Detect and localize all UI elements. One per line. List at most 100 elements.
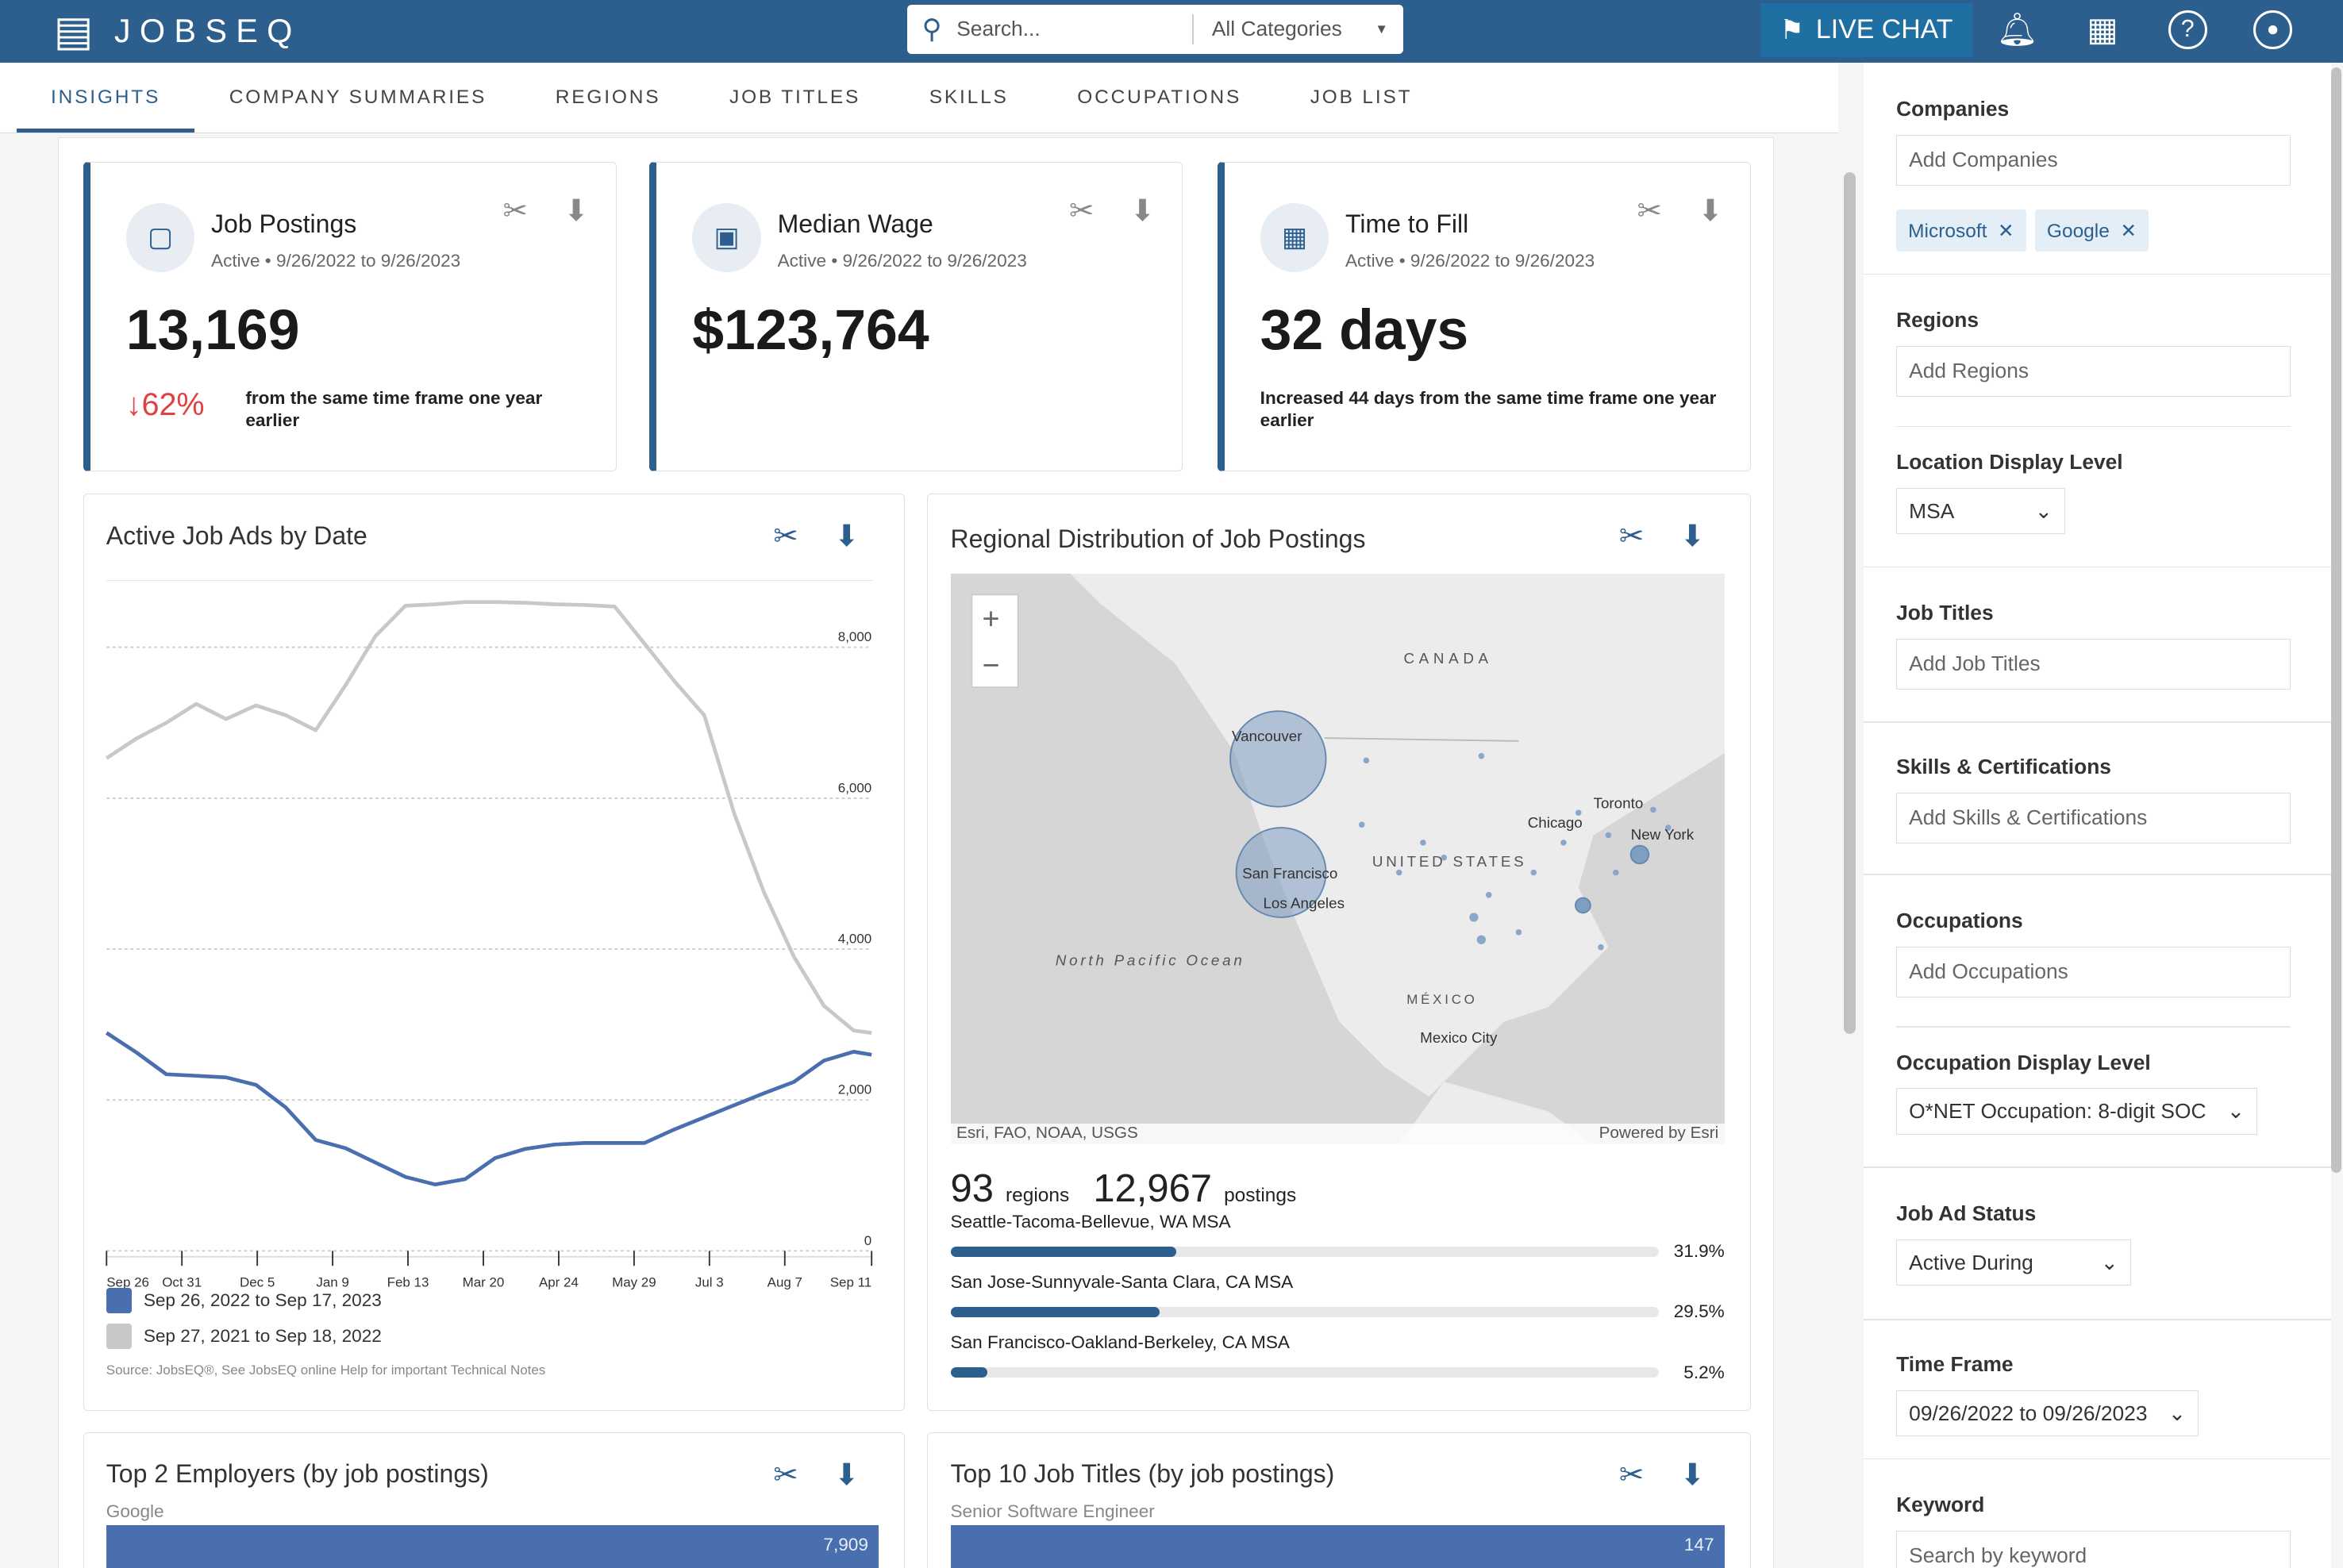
map-label: CANADA — [1403, 650, 1492, 667]
category-select[interactable]: All Categories — [1211, 17, 1342, 41]
live-chat-button[interactable]: ⚑ LIVE CHAT — [1760, 2, 1973, 57]
kpi-value: 32 days — [1260, 298, 1469, 362]
regions-count: 93 — [950, 1167, 994, 1211]
main-scrollbar[interactable] — [1844, 171, 1856, 1034]
remove-icon[interactable]: ✕ — [1992, 220, 2014, 242]
scissors-icon[interactable]: ✂ — [773, 1457, 798, 1491]
occupation-level-select[interactable]: O*NET Occupation: 8-digit SOC ⌄ — [1896, 1088, 2257, 1135]
tab-regions[interactable]: REGIONS — [555, 86, 661, 108]
download-icon[interactable]: ⬇ — [1679, 1457, 1706, 1491]
help-icon[interactable]: ? — [2168, 10, 2207, 50]
legend-item-prior: Sep 27, 2021 to Sep 18, 2022 — [106, 1324, 382, 1350]
jobseq-logo[interactable]: ▤ JOBSEQ — [54, 7, 302, 56]
download-icon[interactable]: ⬇ — [834, 519, 860, 553]
download-icon[interactable]: ⬇ — [1129, 193, 1156, 227]
tab-skills[interactable]: SKILLS — [929, 86, 1009, 108]
kpi-title: Time to Fill — [1345, 209, 1469, 238]
job-titles-input[interactable]: Add Job Titles — [1896, 638, 2291, 690]
region-row[interactable]: San Francisco-Oakland-Berkeley, CA MSA 5… — [950, 1332, 1725, 1393]
tab-job-list[interactable]: JOB LIST — [1310, 86, 1413, 108]
x-tick-label: Sep 11 — [829, 1274, 871, 1289]
map-label: UNITED STATES — [1372, 853, 1526, 870]
small-bubbles — [1358, 752, 1671, 951]
map-label: Toronto — [1593, 795, 1643, 812]
sidebar-scrollbar[interactable] — [2331, 67, 2342, 1173]
region-pct: 5.2% — [1683, 1362, 1725, 1382]
occupations-filter: Occupations Add Occupations — [1896, 909, 2291, 997]
legend-swatch — [106, 1324, 132, 1350]
download-icon[interactable]: ⬇ — [834, 1457, 860, 1491]
kpi-change: ↓62% — [125, 386, 205, 422]
map-attribution: Esri, FAO, NOAA, USGS Powered by Esri — [950, 1123, 1725, 1145]
occupations-input[interactable]: Add Occupations — [1896, 946, 2291, 997]
bubble-bay-area[interactable] — [1235, 827, 1326, 919]
skills-input[interactable]: Add Skills & Certifications — [1896, 792, 2291, 844]
x-tick-label: Oct 31 — [162, 1274, 202, 1289]
time-frame-select[interactable]: 09/26/2022 to 09/26/2023 ⌄ — [1896, 1389, 2199, 1437]
region-row[interactable]: San Jose-Sunnyvale-Santa Clara, CA MSA 2… — [950, 1272, 1725, 1332]
keyword-filter: Keyword Search by keyword — [1896, 1493, 2291, 1568]
kpi-time-to-fill: ▦ Time to Fill Active • 9/26/2022 to 9/2… — [1217, 162, 1751, 472]
scissors-icon[interactable]: ✂ — [1618, 1457, 1645, 1491]
calendar-icon[interactable]: ▦ — [2087, 11, 2118, 48]
bubble-dc[interactable] — [1574, 897, 1591, 914]
chip-label: Microsoft — [1908, 220, 1987, 242]
kpi-title: Median Wage — [777, 209, 933, 238]
companies-input[interactable]: Add Companies — [1896, 135, 2291, 186]
attribution-text: Esri, FAO, NOAA, USGS — [956, 1123, 1138, 1142]
select-value: 09/26/2022 to 09/26/2023 — [1909, 1401, 2148, 1425]
region-bar — [950, 1367, 1659, 1378]
location-level-filter: Location Display Level MSA ⌄ — [1896, 450, 2291, 534]
remove-icon[interactable]: ✕ — [2114, 220, 2137, 242]
scissors-icon[interactable]: ✂ — [1637, 193, 1663, 227]
x-tick-label: Sep 26 — [106, 1274, 149, 1289]
scissors-icon[interactable]: ✂ — [1618, 519, 1645, 553]
region-bar-fill — [950, 1367, 987, 1378]
bubble-seattle[interactable] — [1229, 710, 1326, 808]
y-tick-label: 0 — [864, 1232, 871, 1247]
x-tick-label: Mar 20 — [462, 1274, 504, 1289]
divider — [1863, 566, 2331, 568]
chevron-down-icon: ⌄ — [2168, 1401, 2186, 1425]
map[interactable]: CANADA UNITED STATES MÉXICO North Pacifi… — [950, 574, 1725, 1145]
scissors-icon[interactable]: ✂ — [773, 519, 798, 553]
job-title-bar[interactable]: 147 — [950, 1525, 1725, 1568]
search-bar[interactable]: ⚲ Search... All Categories ▼ — [906, 4, 1403, 54]
divider — [1863, 1458, 2331, 1460]
divider — [1863, 874, 2331, 876]
download-icon[interactable]: ⬇ — [1679, 519, 1706, 553]
location-level-select[interactable]: MSA ⌄ — [1896, 487, 2065, 534]
y-tick-label: 8,000 — [837, 629, 871, 644]
card-tools: ✂ ⬇ — [1619, 1457, 1705, 1492]
divider — [1863, 273, 2331, 275]
job-ad-status-select[interactable]: Active During ⌄ — [1896, 1239, 2131, 1286]
download-icon[interactable]: ⬇ — [1698, 193, 1723, 227]
account-icon[interactable]: ● — [2253, 10, 2293, 50]
kpi-value: 13,169 — [125, 298, 300, 362]
postings-count: 12,967 — [1093, 1167, 1213, 1211]
employer-bar[interactable]: 7,909 — [106, 1525, 879, 1568]
tab-insights[interactable]: INSIGHTS — [16, 63, 195, 133]
zoom-in-button[interactable]: + — [982, 602, 999, 636]
scissors-icon[interactable]: ✂ — [502, 193, 529, 227]
bubble-new-york[interactable] — [1629, 844, 1649, 865]
region-pct: 29.5% — [1673, 1301, 1725, 1322]
tab-occupations[interactable]: OCCUPATIONS — [1077, 86, 1242, 108]
filter-label: Companies — [1896, 97, 2010, 121]
tab-job-titles[interactable]: JOB TITLES — [729, 86, 861, 108]
panel-title: Regional Distribution of Job Postings — [950, 524, 1366, 553]
map-label: North Pacific Ocean — [1055, 951, 1245, 968]
chip-google: Google ✕ — [2034, 209, 2149, 252]
keyword-input[interactable]: Search by keyword — [1896, 1530, 2291, 1568]
download-icon[interactable]: ⬇ — [564, 193, 589, 227]
regions-input[interactable]: Add Regions — [1896, 345, 2291, 397]
bell-icon[interactable]: 🔔︎ — [1996, 11, 2038, 48]
zoom-out-button[interactable]: − — [982, 648, 999, 682]
tab-company-summaries[interactable]: COMPANY SUMMARIES — [229, 86, 487, 108]
region-row[interactable]: Seattle-Tacoma-Bellevue, WA MSA 31.9% — [950, 1212, 1725, 1272]
search-input[interactable]: Search... — [956, 17, 1041, 41]
scissors-icon[interactable]: ✂ — [1069, 193, 1095, 227]
chip-microsoft: Microsoft ✕ — [1896, 209, 2026, 252]
region-bar — [950, 1246, 1659, 1257]
x-tick-label: Jul 3 — [694, 1274, 723, 1289]
